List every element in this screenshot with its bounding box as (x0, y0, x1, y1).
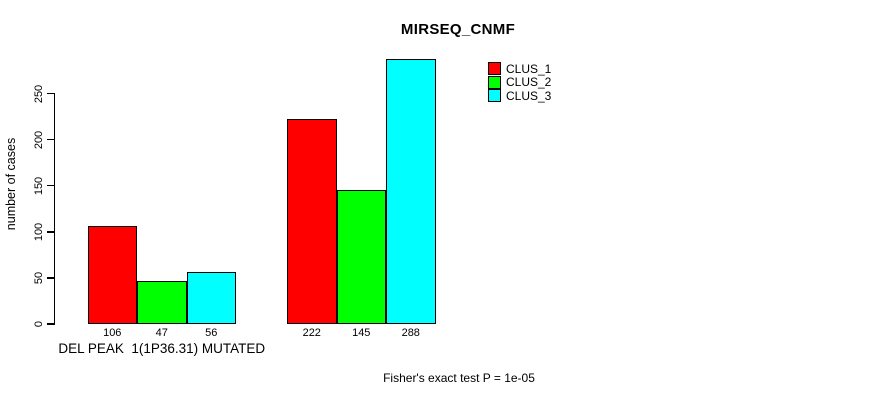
legend-item-clus-3: CLUS_3 (488, 89, 551, 103)
legend-label-clus-1: CLUS_1 (506, 61, 552, 76)
y-tick (46, 231, 54, 233)
annotation-fisher-test: Fisher's exact test P = 1e-05 (383, 371, 535, 385)
legend-label-clus-3: CLUS_3 (506, 88, 552, 103)
y-tick (46, 277, 54, 279)
legend-label-clus-2: CLUS_2 (506, 75, 552, 90)
legend-item-clus-2: CLUS_2 (488, 75, 552, 90)
bar-clus_2-group2 (336, 190, 386, 324)
y-tick-label: 0 (33, 320, 45, 328)
bar-clus_3-group2 (386, 58, 436, 324)
x-group-label: DEL PEAK 1(1P36.31) MUTATED (58, 341, 266, 356)
legend-item-clus-1: CLUS_1 (488, 62, 551, 76)
chart-title: MIRSEQ_CNMF (400, 21, 516, 38)
legend-swatch-clus-3 (488, 89, 501, 103)
y-tick (46, 138, 54, 141)
bar-value-label: 106 (103, 327, 122, 339)
y-tick-label: 200 (33, 130, 45, 149)
bar-clus_2-group1 (137, 280, 187, 324)
bar-clus_1-group1 (87, 226, 137, 324)
y-axis-line (53, 92, 55, 325)
bar-value-label: 145 (352, 327, 371, 339)
legend: CLUS_1 CLUS_2 CLUS_3 (488, 62, 551, 103)
bar-value-label: 222 (302, 327, 321, 339)
y-tick-label: 50 (33, 271, 45, 285)
y-tick (46, 184, 54, 187)
legend-swatch-clus-2 (488, 75, 501, 89)
bar-value-label: 56 (205, 327, 218, 339)
bar-value-label: 47 (155, 327, 168, 339)
legend-swatch-clus-1 (488, 62, 501, 76)
bar-clus_3-group1 (186, 272, 236, 324)
y-tick (46, 92, 54, 95)
y-tick-label: 250 (33, 84, 45, 103)
y-tick (46, 323, 54, 325)
y-tick-label: 100 (33, 222, 45, 242)
bar-clus_1-group2 (287, 119, 337, 324)
bar-value-label: 288 (401, 327, 420, 339)
y-tick-label: 150 (33, 176, 45, 195)
